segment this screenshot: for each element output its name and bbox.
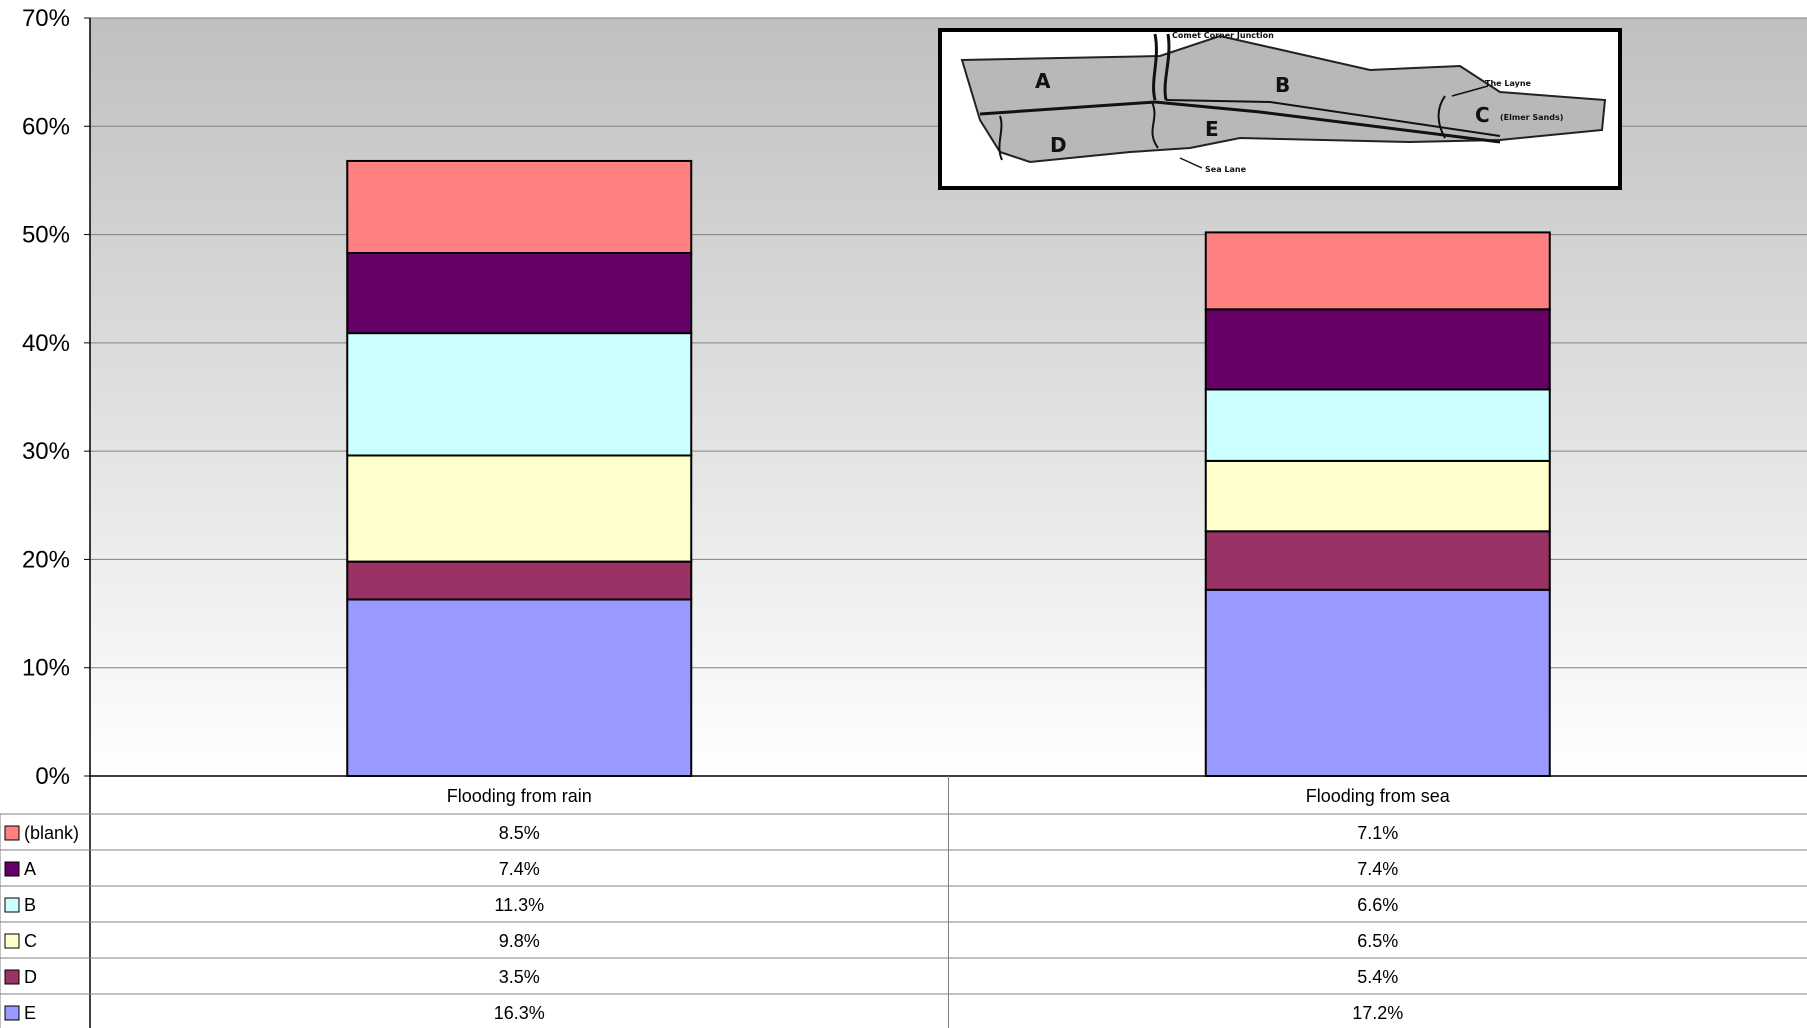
legend-label: C	[24, 931, 37, 951]
map-road	[1165, 99, 1501, 137]
bar-segment-A-1	[346, 251, 693, 335]
map-place-label: Comet Corner Junction	[1172, 31, 1274, 40]
map-area-label: D	[1050, 133, 1067, 157]
table-value: 8.5%	[499, 823, 540, 843]
map-boundary	[1151, 101, 1159, 149]
map-area-label: B	[1275, 73, 1290, 97]
y-tick-label: 60%	[22, 113, 70, 140]
table-value: 7.4%	[499, 859, 540, 879]
table-value: 6.5%	[1357, 931, 1398, 951]
y-tick-label: 10%	[22, 655, 70, 682]
map-area-label: A	[1035, 69, 1051, 93]
bar-segment-blank-1	[346, 159, 693, 254]
map-boundary	[1437, 95, 1446, 139]
map-land	[960, 34, 1607, 164]
map-place-label: (Elmer Sands)	[1500, 113, 1563, 122]
legend-label: D	[24, 967, 37, 987]
table-value: 7.1%	[1357, 823, 1398, 843]
legend-key	[4, 861, 20, 877]
table-value: 9.8%	[499, 931, 540, 951]
map-place-label: Sea Lane	[1205, 165, 1247, 174]
legend-label: B	[24, 895, 36, 915]
bar-segment-D-2	[1204, 530, 1551, 591]
bar-segment-B-2	[1204, 388, 1551, 462]
table-value: 6.6%	[1357, 895, 1398, 915]
legend-label: E	[24, 1003, 36, 1023]
table-value: 11.3%	[494, 895, 544, 915]
legend-label: A	[24, 859, 36, 879]
table-value: 17.2%	[1352, 1003, 1403, 1023]
inset-map: A B C D E Comet Corner Junction The Layne (Elme…	[938, 28, 1622, 190]
map-road	[1152, 33, 1158, 101]
bar-segment-B-1	[346, 332, 693, 457]
table-value: 3.5%	[499, 967, 540, 987]
table-value: 5.4%	[1357, 967, 1398, 987]
table-value: 7.4%	[1357, 859, 1398, 879]
legend-key	[4, 825, 20, 841]
map-place-label: The Layne	[1485, 79, 1532, 88]
data-table: Flooding from rain Flooding from sea (blan…	[0, 776, 1807, 1028]
legend-key	[4, 1005, 20, 1021]
legend-key	[4, 969, 20, 985]
y-tick-label: 40%	[22, 330, 70, 357]
y-tick-label: 20%	[22, 546, 70, 573]
map-pointer	[1179, 157, 1203, 169]
bar-segment-blank-2	[1204, 231, 1551, 311]
map-road	[979, 100, 1501, 144]
bars	[346, 159, 1551, 778]
bar-segment-A-2	[1204, 308, 1551, 391]
map-area-label: C	[1475, 103, 1490, 127]
legend-key	[4, 897, 20, 913]
category-label: Flooding from sea	[1306, 786, 1451, 806]
bar-segment-C-2	[1204, 459, 1551, 533]
y-tick-label: 30%	[22, 438, 70, 465]
category-label: Flooding from rain	[447, 786, 592, 806]
map-area-label: E	[1205, 117, 1219, 141]
map-road	[1163, 33, 1171, 101]
y-tick-label: 70%	[22, 5, 70, 32]
table-value: 16.3%	[494, 1003, 545, 1023]
legend-label: (blank)	[24, 823, 79, 843]
bar-segment-D-1	[346, 560, 693, 601]
y-tick-label: 0%	[35, 763, 70, 790]
bar-segment-C-1	[346, 454, 693, 563]
map-boundary	[998, 115, 1003, 161]
bar-segment-E-1	[346, 598, 693, 777]
legend-key	[4, 933, 20, 949]
y-tick-label: 50%	[22, 222, 70, 249]
map-pointer	[1451, 85, 1489, 97]
bar-segment-E-2	[1204, 588, 1551, 778]
